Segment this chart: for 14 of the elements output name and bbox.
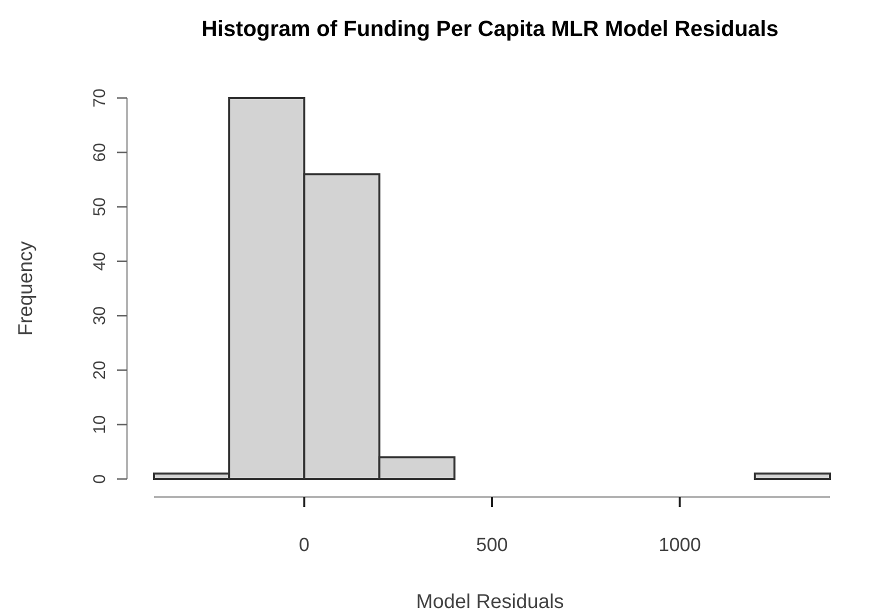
y-tick-label: 50 (90, 197, 109, 216)
y-tick-label: 70 (90, 88, 109, 108)
y-tick-label: 20 (90, 360, 109, 380)
y-tick-label: 60 (90, 142, 109, 162)
y-tick-label: 40 (90, 252, 109, 271)
chart-title: Histogram of Funding Per Capita MLR Model Residuals (202, 16, 778, 41)
y-tick-label: 0 (90, 474, 109, 484)
y-axis-title: Frequency (15, 241, 37, 336)
x-tick-label: 500 (476, 535, 508, 556)
x-axis-title: Model Residuals (416, 591, 564, 613)
y-tick-label: 10 (90, 415, 109, 434)
y-tick-label: 30 (90, 306, 109, 326)
x-tick-label: 1000 (658, 535, 701, 556)
x-tick-label: 0 (298, 535, 310, 556)
